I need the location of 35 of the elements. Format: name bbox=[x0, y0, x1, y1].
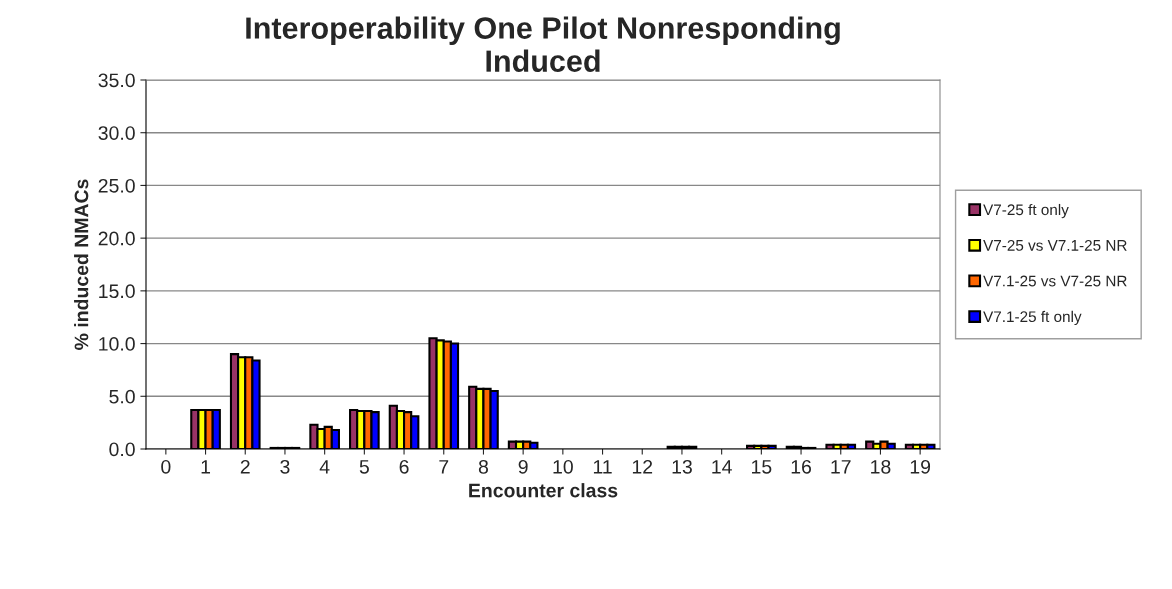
x-tick-label: 11 bbox=[593, 460, 612, 474]
y-tick-label: 35.0 bbox=[98, 73, 135, 88]
x-axis-title: Encounter class bbox=[469, 483, 618, 498]
y-tick-label: 25.0 bbox=[98, 178, 135, 193]
legend-label: V7.1-25 ft only bbox=[983, 310, 1082, 326]
legend-label: V7-25 vs V7.1-25 NR bbox=[983, 239, 1127, 251]
x-tick-label: 2 bbox=[240, 459, 250, 474]
x-tick-label: 1 bbox=[201, 460, 211, 474]
x-tick-label: 6 bbox=[399, 459, 409, 474]
x-tick-label: 9 bbox=[518, 459, 528, 474]
y-axis-title: % induced NMACs bbox=[74, 179, 89, 350]
x-tick-label: 7 bbox=[439, 460, 449, 474]
x-tick-label: 3 bbox=[280, 459, 290, 474]
chart-title: Interoperability One Pilot Nonresponding Induced bbox=[246, 16, 840, 72]
x-tick-label: 18 bbox=[871, 459, 891, 474]
y-tick-label: 5.0 bbox=[109, 389, 135, 404]
x-tick-label: 10 bbox=[553, 459, 573, 474]
x-tick-label: 16 bbox=[791, 459, 812, 474]
x-tick-label: 17 bbox=[831, 460, 851, 474]
y-tick-label: 15.0 bbox=[99, 284, 135, 299]
legend-label: V7.1-25 vs V7-25 NR bbox=[983, 275, 1127, 287]
y-tick-label: 0.0 bbox=[109, 442, 135, 457]
x-tick-label: 8 bbox=[478, 459, 489, 474]
x-tick-label: 12 bbox=[632, 459, 653, 474]
x-tick-label: 5 bbox=[359, 460, 369, 474]
x-tick-label: 14 bbox=[712, 460, 732, 474]
legend-label: V7-25 ft only bbox=[983, 203, 1069, 219]
x-tick-label: 19 bbox=[910, 459, 931, 474]
y-tick-label: 30.0 bbox=[98, 126, 135, 140]
x-tick-label: 13 bbox=[672, 459, 692, 474]
x-tick-label: 0 bbox=[161, 459, 171, 474]
x-tick-label: 15 bbox=[752, 460, 772, 474]
y-tick-label: 10.0 bbox=[99, 337, 135, 351]
x-tick-label: 4 bbox=[319, 460, 330, 474]
y-tick-label: 20.0 bbox=[98, 231, 135, 246]
